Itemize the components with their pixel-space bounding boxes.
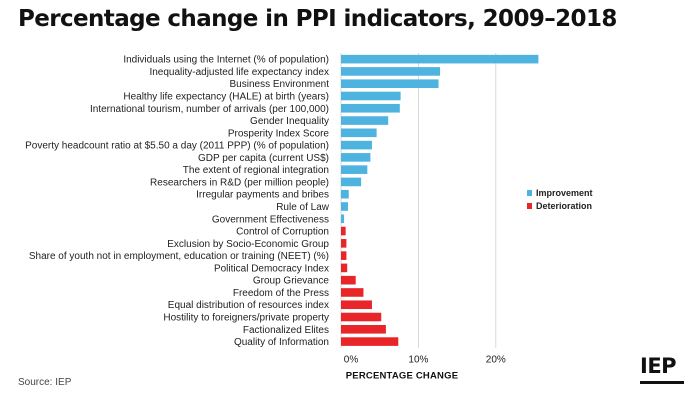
bar bbox=[341, 275, 356, 285]
category-label: Irregular payments and bribes bbox=[196, 190, 329, 201]
legend-label: Improvement bbox=[536, 188, 593, 198]
category-label: Individuals using the Internet (% of pop… bbox=[123, 55, 329, 66]
category-label: Group Grievance bbox=[253, 276, 330, 287]
category-label: International tourism, number of arrival… bbox=[90, 104, 329, 115]
bar bbox=[341, 140, 372, 150]
bar bbox=[341, 337, 399, 346]
category-label: Government Effectiveness bbox=[212, 214, 329, 225]
category-label: Poverty headcount ratio at $5.50 a day (… bbox=[25, 141, 329, 152]
bar bbox=[341, 54, 539, 64]
x-tick-label: 10% bbox=[408, 355, 428, 366]
legend-swatch bbox=[527, 203, 532, 209]
x-tick-label: 0% bbox=[344, 355, 359, 366]
bar bbox=[341, 116, 389, 125]
bar bbox=[341, 165, 368, 174]
logo-underline bbox=[640, 381, 684, 384]
legend-label: Deterioration bbox=[536, 201, 592, 211]
bar bbox=[341, 189, 349, 199]
category-label: Researchers in R&D (per million people) bbox=[150, 177, 329, 188]
category-label: Hostility to foreigners/private property bbox=[163, 313, 329, 324]
category-label: Business Environment bbox=[230, 79, 330, 90]
category-label: Exclusion by Socio-Economic Group bbox=[167, 239, 329, 250]
bar bbox=[341, 312, 382, 322]
chart-title: Percentage change in PPI indicators, 200… bbox=[18, 6, 617, 32]
category-label: Equal distribution of resources index bbox=[168, 300, 329, 311]
bar bbox=[341, 67, 441, 76]
bar bbox=[341, 128, 377, 138]
category-label: Political Democracy Index bbox=[214, 263, 329, 274]
bar bbox=[341, 325, 386, 334]
category-label: Share of youth not in employment, educat… bbox=[29, 251, 329, 262]
category-label: Freedom of the Press bbox=[233, 288, 329, 299]
x-axis-title: PERCENTAGE CHANGE bbox=[346, 371, 458, 382]
bar bbox=[341, 263, 348, 273]
category-label: Rule of Law bbox=[276, 202, 330, 213]
source-note: Source: IEP bbox=[18, 377, 72, 388]
bar bbox=[341, 177, 362, 187]
bar bbox=[341, 153, 371, 162]
bar bbox=[341, 202, 348, 211]
category-label: Gender Inequality bbox=[250, 116, 329, 127]
bar bbox=[341, 226, 346, 236]
bar bbox=[341, 79, 439, 88]
bar bbox=[341, 214, 345, 224]
category-label: Control of Corruption bbox=[236, 227, 329, 238]
legend-swatch bbox=[527, 190, 532, 196]
category-label: Prosperity Index Score bbox=[228, 128, 330, 139]
bar bbox=[341, 251, 347, 260]
iep-logo: IEP bbox=[640, 354, 677, 378]
bar bbox=[341, 288, 364, 297]
category-label: Factionalized Elites bbox=[243, 325, 329, 336]
x-tick-label: 20% bbox=[486, 355, 506, 366]
category-label: The extent of regional integration bbox=[183, 165, 329, 176]
bar bbox=[341, 239, 347, 248]
category-label: Quality of Information bbox=[234, 337, 329, 348]
category-label: GDP per capita (current US$) bbox=[198, 153, 329, 164]
bar bbox=[341, 300, 372, 310]
category-label: Inequality-adjusted life expectancy inde… bbox=[149, 67, 329, 78]
bar bbox=[341, 103, 400, 113]
category-label: Healthy life expectancy (HALE) at birth … bbox=[123, 91, 329, 102]
bar bbox=[341, 91, 401, 101]
